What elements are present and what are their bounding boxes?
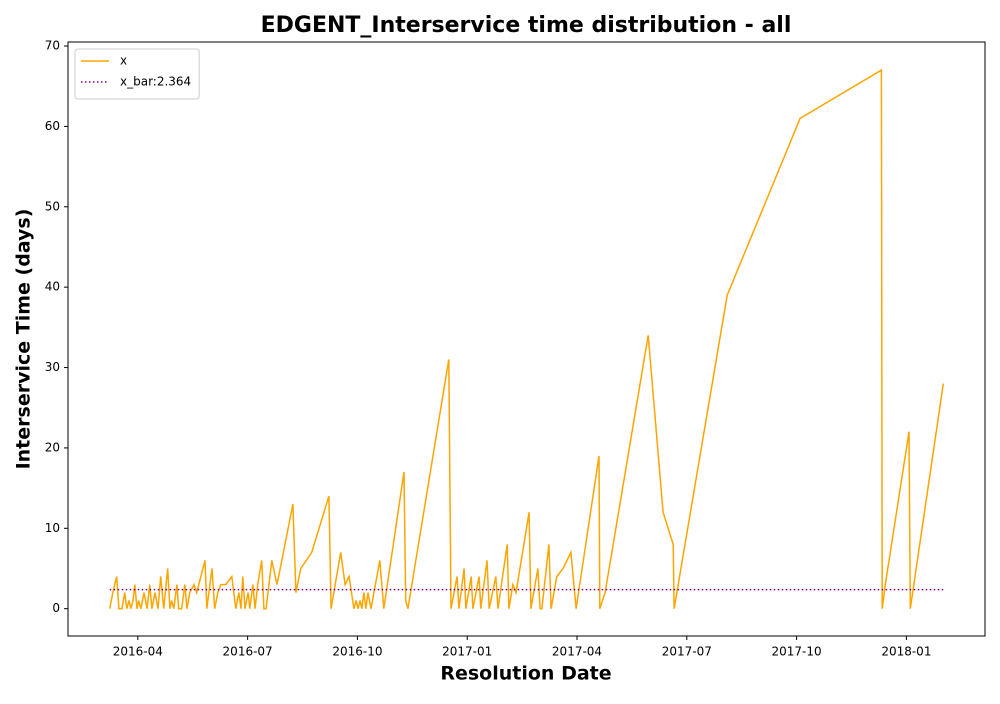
x-tick-label: 2016-04	[113, 645, 163, 659]
x-tick-label: 2017-04	[552, 645, 602, 659]
y-tick-label: 20	[45, 440, 60, 454]
legend-label: x_bar:2.364	[120, 75, 191, 89]
y-tick-label: 10	[45, 521, 60, 535]
y-axis-label: Interservice Time (days)	[13, 209, 35, 470]
y-tick-label: 40	[45, 280, 60, 294]
x-tick-label: 2017-07	[662, 645, 712, 659]
x-tick-label: 2017-10	[772, 645, 822, 659]
x-tick-label: 2016-07	[223, 645, 273, 659]
chart-title: EDGENT_Interservice time distribution - …	[261, 13, 792, 38]
y-tick-label: 70	[45, 39, 60, 53]
y-tick-label: 30	[45, 360, 60, 374]
plot-frame	[67, 41, 986, 637]
legend-label: x	[120, 54, 127, 68]
data-line	[108, 68, 945, 610]
x-tick-label: 2017-01	[442, 645, 492, 659]
legend: x x_bar:2.364	[74, 48, 200, 100]
x-tick-label: 2018-01	[881, 645, 931, 659]
y-tick-label: 50	[45, 199, 60, 213]
x-axis-label: Resolution Date	[440, 663, 611, 685]
y-tick-label: 60	[45, 119, 60, 133]
x-tick-label: 2016-10	[332, 645, 382, 659]
y-tick-label: 0	[52, 601, 60, 615]
